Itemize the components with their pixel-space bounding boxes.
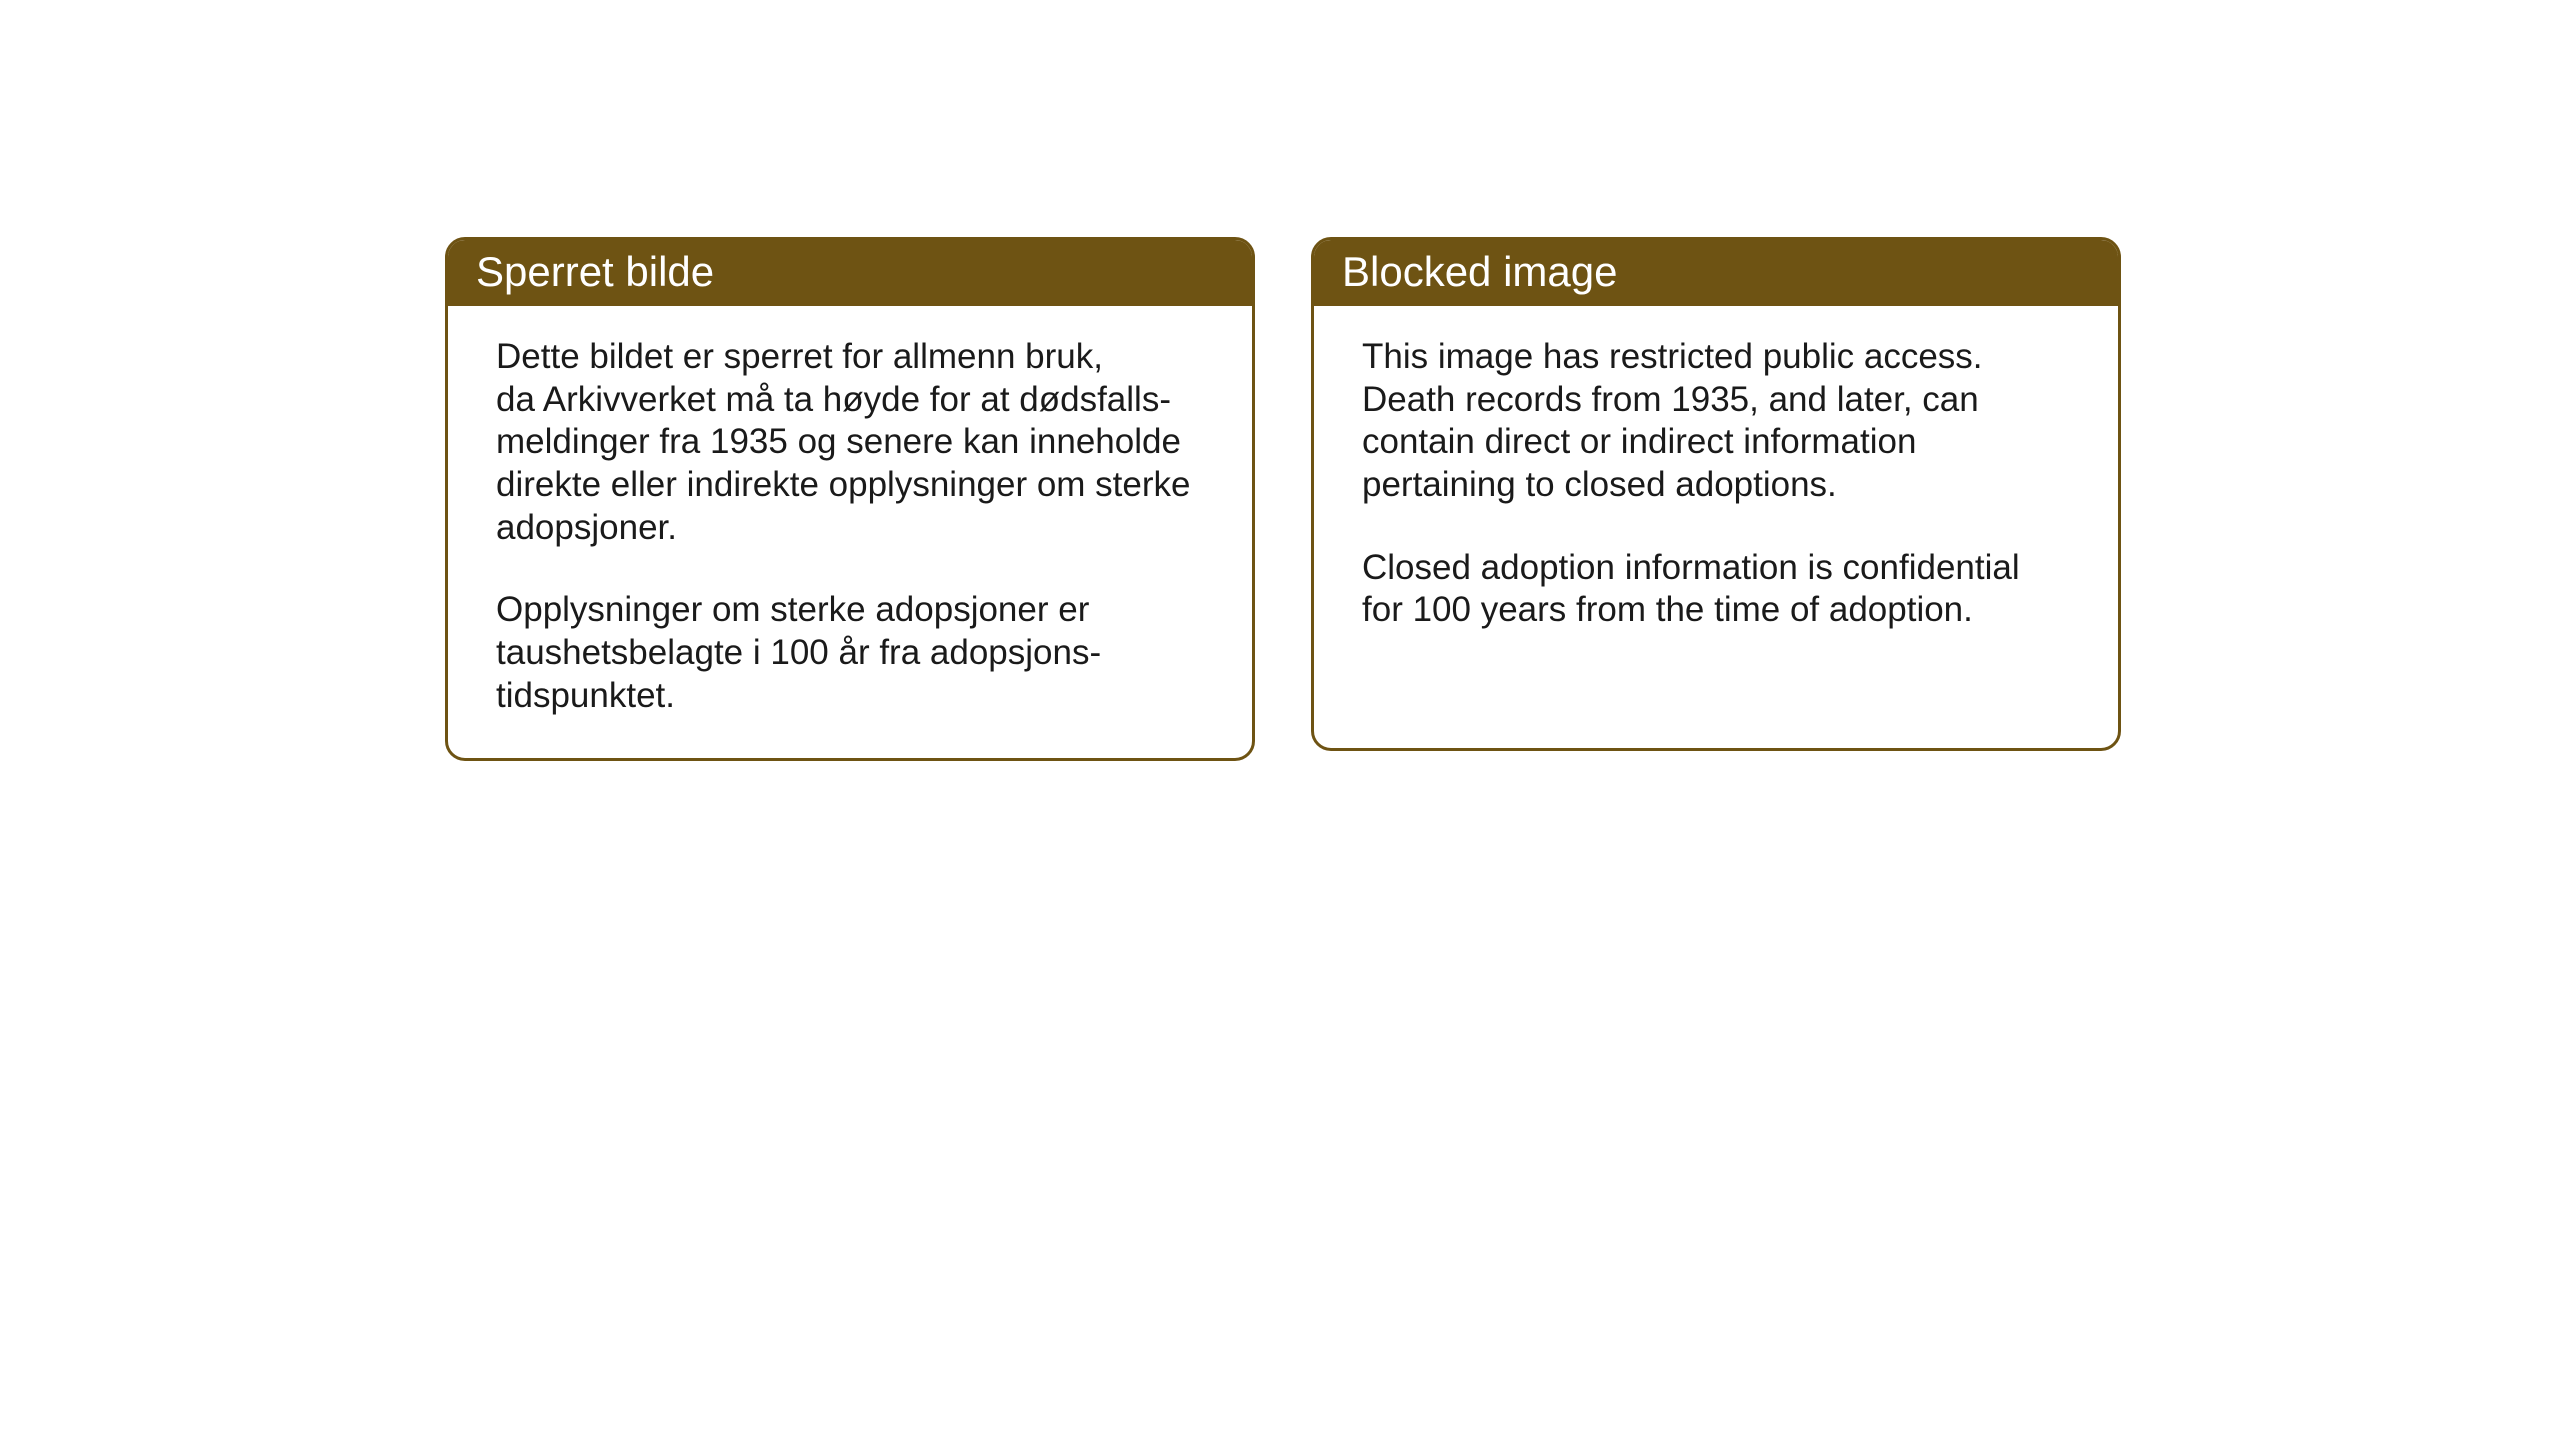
norwegian-card-body: Dette bildet er sperret for allmenn bruk… xyxy=(448,306,1252,758)
text-line: Dette bildet er sperret for allmenn bruk… xyxy=(496,337,1103,376)
english-paragraph-1: This image has restricted public access.… xyxy=(1362,336,2070,507)
english-card: Blocked image This image has restricted … xyxy=(1311,237,2121,751)
text-line: Death records from 1935, and later, can xyxy=(1362,380,1979,419)
text-line: da Arkivverket må ta høyde for at dødsfa… xyxy=(496,380,1171,419)
text-line: contain direct or indirect information xyxy=(1362,422,1916,461)
text-line: tidspunktet. xyxy=(496,676,675,715)
norwegian-paragraph-2: Opplysninger om sterke adopsjoner er tau… xyxy=(496,589,1204,717)
english-paragraph-2: Closed adoption information is confident… xyxy=(1362,547,2070,632)
text-line: Opplysninger om sterke adopsjoner er xyxy=(496,590,1089,629)
english-card-title: Blocked image xyxy=(1314,240,2118,306)
english-card-body: This image has restricted public access.… xyxy=(1314,306,2118,672)
text-line: meldinger fra 1935 og senere kan innehol… xyxy=(496,422,1181,461)
norwegian-card-title: Sperret bilde xyxy=(448,240,1252,306)
text-line: Closed adoption information is confident… xyxy=(1362,548,2020,587)
norwegian-card: Sperret bilde Dette bildet er sperret fo… xyxy=(445,237,1255,761)
cards-container: Sperret bilde Dette bildet er sperret fo… xyxy=(445,237,2121,761)
text-line: for 100 years from the time of adoption. xyxy=(1362,590,1973,629)
text-line: pertaining to closed adoptions. xyxy=(1362,465,1837,504)
text-line: direkte eller indirekte opplysninger om … xyxy=(496,465,1191,504)
text-line: taushetsbelagte i 100 år fra adopsjons- xyxy=(496,633,1101,672)
text-line: adopsjoner. xyxy=(496,508,677,547)
text-line: This image has restricted public access. xyxy=(1362,337,1983,376)
norwegian-paragraph-1: Dette bildet er sperret for allmenn bruk… xyxy=(496,336,1204,549)
